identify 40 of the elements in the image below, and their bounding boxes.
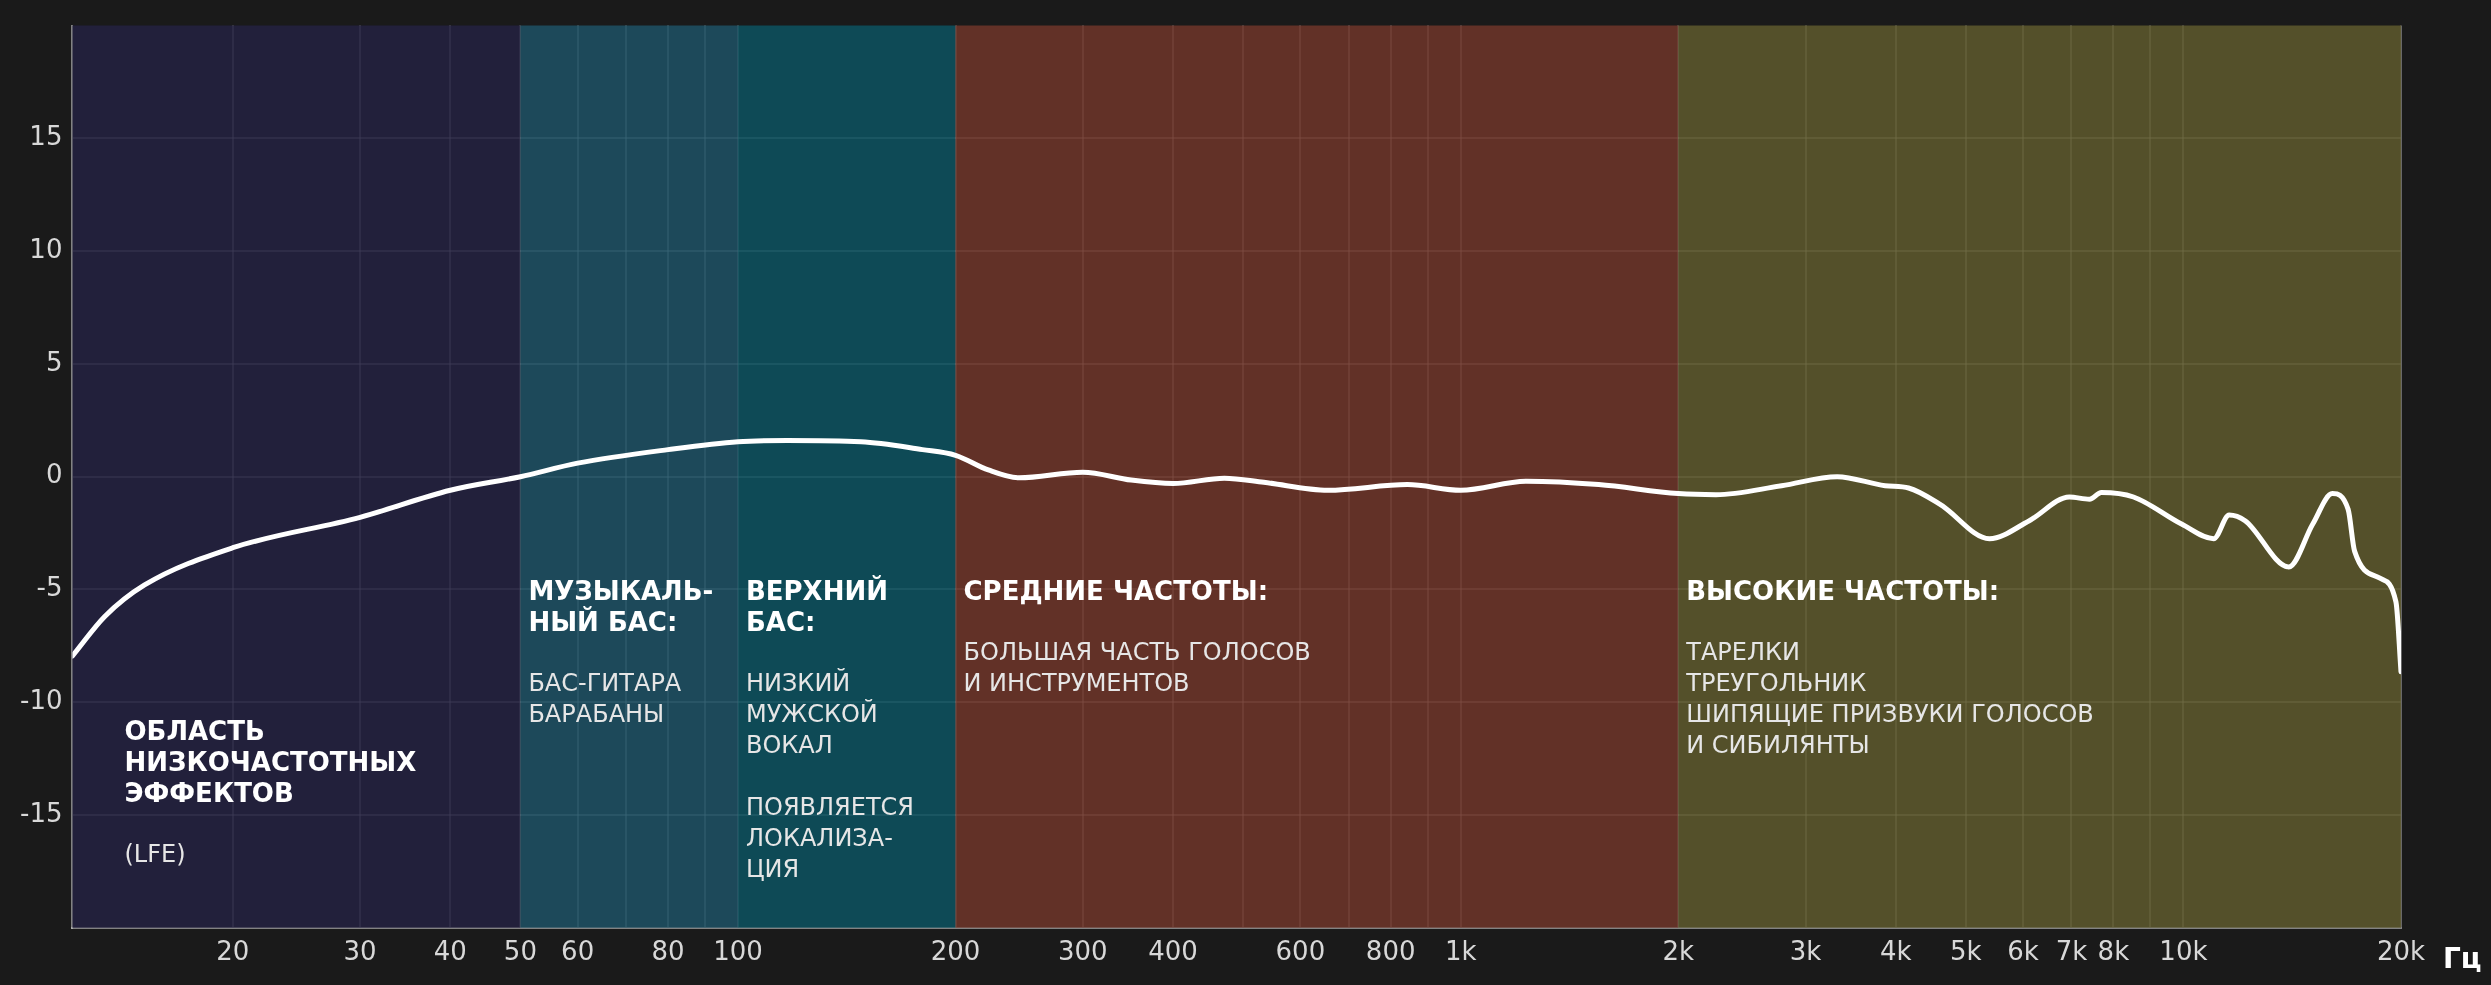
annotation: (LFE) — [124, 839, 186, 868]
y-tick-label: 5 — [45, 346, 63, 377]
x-tick-label: 4k — [1880, 936, 1912, 967]
x-tick-label: 300 — [1057, 936, 1108, 967]
x-tick-label: 7k — [2055, 936, 2088, 967]
band-label: ВЫСОКИЕ ЧАСТОТЫ: — [1686, 576, 2000, 607]
band-label: СРЕДНИЕ ЧАСТОТЫ: — [963, 576, 1269, 607]
y-tick-label: 10 — [29, 233, 63, 264]
x-tick-label: 1k — [1444, 936, 1477, 967]
y-tick-label: 0 — [45, 459, 63, 490]
x-tick-label: 600 — [1275, 936, 1326, 967]
x-tick-label: 8k — [2097, 936, 2130, 967]
x-tick-label: 5k — [1950, 936, 1982, 967]
y-tick-label: -10 — [20, 685, 63, 715]
x-tick-label: 2k — [1662, 936, 1695, 967]
x-tick-label: 800 — [1365, 936, 1416, 967]
x-axis-title: Гц — [2443, 942, 2482, 976]
x-tick-label: 400 — [1148, 936, 1198, 967]
y-tick-label: -15 — [20, 797, 63, 828]
x-tick-label: 30 — [343, 936, 377, 967]
y-tick-label: -5 — [36, 572, 63, 603]
y-tick-label: 15 — [29, 121, 63, 152]
band-label: ВЕРХНИЙ БАС: — [745, 575, 888, 638]
x-tick-label: 80 — [651, 936, 685, 967]
x-tick-label: 50 — [503, 936, 537, 967]
x-tick-label: 100 — [713, 936, 763, 967]
x-tick-label: 3k — [1789, 936, 1822, 967]
x-tick-label: 20k — [2376, 936, 2426, 967]
x-tick-label: 20 — [216, 936, 250, 967]
x-tick-label: 6k — [2007, 936, 2039, 967]
annotation: БАС-ГИТАРА БАРАБАНЫ — [528, 668, 682, 728]
band-label: ОБЛАСТЬ НИЗКОЧАСТОТНЫХ ЭФФЕКТОВ — [124, 716, 417, 809]
text: НИЗКИЙ МУЖСКОЙ ВОКАЛ ПОЯВЛЯЕТСЯ ЛОКАЛИЗА- ЦИЯ — [745, 668, 915, 883]
x-tick-label: 60 — [561, 936, 595, 967]
annotation: БОЛЬШАЯ ЧАСТЬ ГОЛОСОВ И ИНСТРУМЕНТОВ — [963, 637, 1311, 697]
band-label: МУЗЫКАЛЬ- НЫЙ БАС: — [528, 576, 714, 638]
x-tick-label: 200 — [930, 936, 981, 967]
x-tick-label: 10k — [2159, 936, 2208, 967]
annotation: ТАРЕЛКИ ТРЕУГОЛЬНИК ШИПЯЩИЕ ПРИЗВУКИ ГОЛОСОВ И СИБИЛЯНТЫ — [1685, 637, 2094, 759]
x-tick-label: 40 — [433, 936, 467, 967]
